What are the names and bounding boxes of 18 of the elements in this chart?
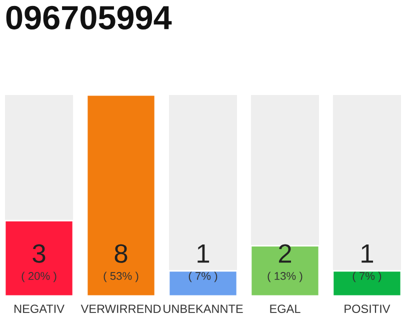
annotation: ( 53% ) (104, 272, 138, 282)
data-label: 8 (114, 244, 128, 263)
x-tick-label: EGAL (270, 304, 300, 314)
data-label: 1 (362, 244, 374, 263)
data-label: 3 (32, 244, 46, 263)
data-label: 2 (278, 244, 291, 263)
annotation: ( 13% ) (268, 272, 302, 282)
bar (332, 270, 401, 296)
x-tick-label: POSITIV (344, 304, 390, 314)
x-tick-label: UNBEKANNTE (164, 304, 243, 314)
annotation: ( 7% ) (352, 272, 382, 282)
annotation: ( 7% ) (188, 272, 218, 282)
bar (168, 270, 238, 296)
data-label: 1 (198, 244, 210, 263)
chart-title: 096705994 (6, 6, 172, 30)
x-tick-label: VERWIRREND (80, 304, 161, 313)
x-tick-label: NEGATIV (14, 304, 64, 314)
annotation: ( 20% ) (22, 272, 56, 282)
